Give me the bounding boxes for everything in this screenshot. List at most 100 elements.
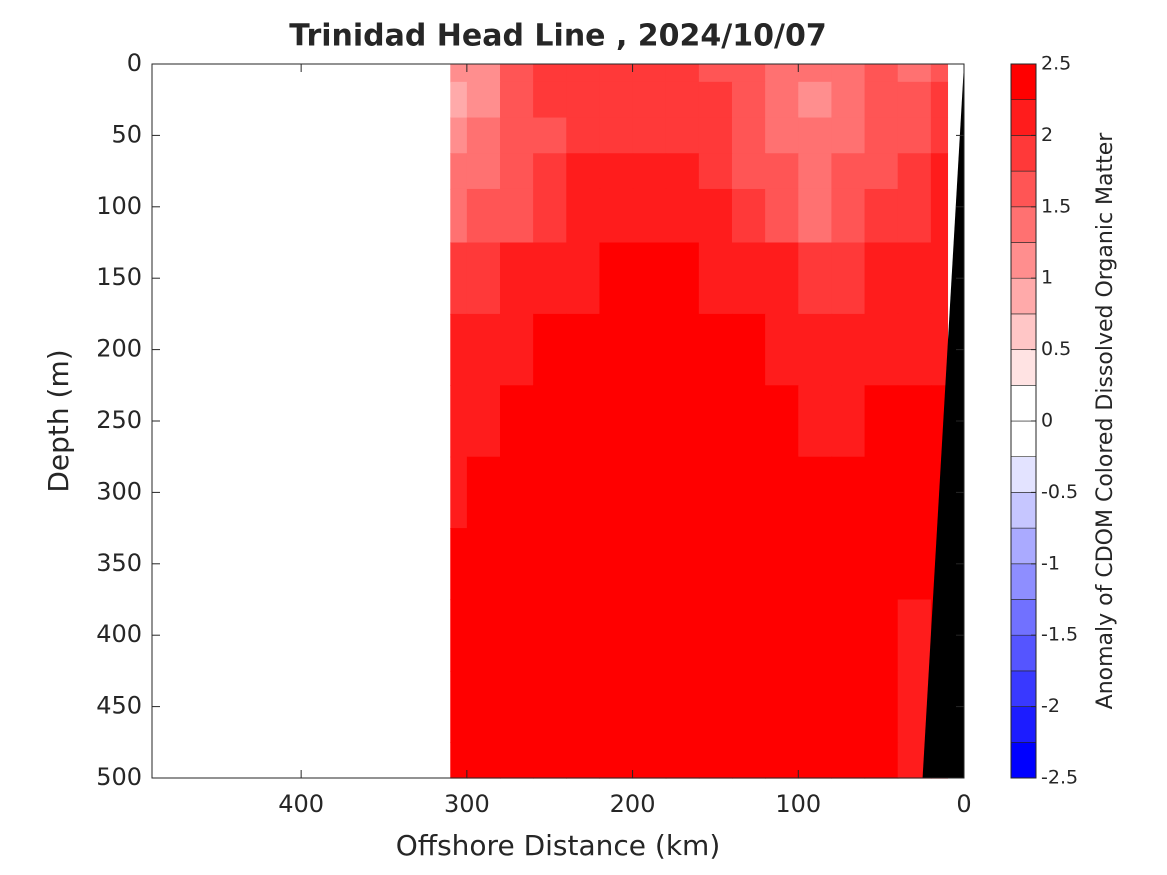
contour-cell — [831, 117, 866, 154]
colorbar-band — [1010, 206, 1037, 243]
contour-cell — [466, 385, 501, 458]
contour-cell — [466, 64, 501, 83]
contour-cell — [566, 742, 601, 779]
x-tick-label: 400 — [278, 790, 324, 818]
contour-cell — [864, 188, 899, 244]
contour-cell — [500, 81, 534, 119]
contour-cell — [566, 117, 601, 154]
contour-cell — [500, 117, 534, 154]
contour-cell — [665, 153, 700, 190]
contour-cell — [765, 670, 799, 743]
colorbar-band — [1010, 527, 1037, 565]
contour-cell — [500, 188, 534, 244]
y-tick-label: 150 — [96, 263, 142, 291]
colorbar-tick-label: 0.5 — [1041, 338, 1071, 360]
contour-cell — [500, 456, 534, 529]
contour-cell — [450, 117, 468, 154]
contour-cell — [897, 153, 932, 190]
contour-cell — [566, 242, 601, 315]
contour-cell — [599, 742, 634, 779]
contour-cell — [450, 599, 468, 672]
contour-cell — [466, 599, 501, 672]
y-tick-label: 300 — [96, 477, 142, 505]
contour-cell — [930, 242, 949, 315]
contour-cell — [500, 599, 534, 672]
contour-cell — [798, 153, 833, 190]
colorbar-band — [1010, 634, 1037, 672]
contour-cell — [450, 313, 468, 386]
x-tick-label: 100 — [775, 790, 821, 818]
contour-cell — [599, 64, 634, 83]
contour-cell — [450, 456, 468, 529]
chart-title: Trinidad Head Line , 2024/10/07 — [289, 19, 826, 54]
colorbar-band — [1010, 456, 1037, 493]
contour-cell — [665, 385, 700, 458]
contour-cell — [864, 599, 899, 672]
colorbar-tick-label: 1.5 — [1041, 195, 1071, 217]
contour-cell — [698, 117, 733, 154]
contour-cell — [831, 528, 866, 601]
colorbar-band — [1010, 135, 1037, 172]
contour-cell — [466, 456, 501, 529]
contour-cell — [599, 670, 634, 743]
contour-cell — [765, 313, 799, 386]
contour-cell — [765, 153, 799, 190]
contour-cell — [632, 117, 667, 154]
contour-cell — [864, 313, 899, 386]
contour-cell — [450, 385, 468, 458]
colorbar-band — [1010, 420, 1037, 458]
contour-cell — [500, 385, 534, 458]
colorbar-tick-label: -0.5 — [1041, 481, 1078, 503]
contour-cell — [466, 670, 501, 743]
contour-cell — [798, 670, 833, 743]
contour-cell — [566, 81, 601, 119]
contour-cell — [897, 117, 932, 154]
contour-cell — [765, 456, 799, 529]
contour-cell — [450, 528, 468, 601]
colorbar-band — [1010, 563, 1037, 600]
y-tick-label: 350 — [96, 549, 142, 577]
contour-cell — [466, 528, 501, 601]
contour-cell — [930, 313, 949, 386]
contour-cell — [533, 313, 567, 386]
contour-cell — [450, 742, 468, 779]
contour-cell — [864, 456, 899, 529]
contour-cell — [698, 528, 733, 601]
contour-cell — [632, 242, 667, 315]
contour-cell — [500, 313, 534, 386]
contour-cell — [864, 670, 899, 743]
contour-cell — [864, 64, 899, 83]
contour-cell — [466, 153, 501, 190]
contour-cell — [930, 188, 949, 244]
contour-cell — [732, 81, 766, 119]
contour-cell — [665, 670, 700, 743]
contour-cell — [500, 528, 534, 601]
contour-cell — [732, 117, 766, 154]
contour-cell — [450, 153, 468, 190]
contour-cell — [930, 153, 949, 190]
colorbar-band — [1010, 313, 1037, 350]
contour-cell — [632, 64, 667, 83]
contour-cell — [765, 242, 799, 315]
contour-cell — [831, 456, 866, 529]
contour-cell — [533, 528, 567, 601]
contour-cell — [566, 64, 601, 83]
contour-cell — [500, 742, 534, 779]
contour-cell — [599, 456, 634, 529]
contour-cell — [698, 456, 733, 529]
contour-cell — [466, 188, 501, 244]
contour-cell — [698, 385, 733, 458]
contour-cell — [466, 742, 501, 779]
x-axis-label: Offshore Distance (km) — [396, 829, 721, 862]
contour-cell — [732, 188, 766, 244]
x-tick-label: 0 — [956, 790, 971, 818]
contour-cell — [533, 188, 567, 244]
contour-cell — [698, 599, 733, 672]
contour-cell — [450, 81, 468, 119]
y-tick-label: 500 — [96, 763, 142, 791]
contour-cell — [450, 188, 468, 244]
contour-cell — [450, 670, 468, 743]
contour-cell — [632, 456, 667, 529]
x-tick-label: 200 — [610, 790, 656, 818]
contour-cell — [831, 81, 866, 119]
